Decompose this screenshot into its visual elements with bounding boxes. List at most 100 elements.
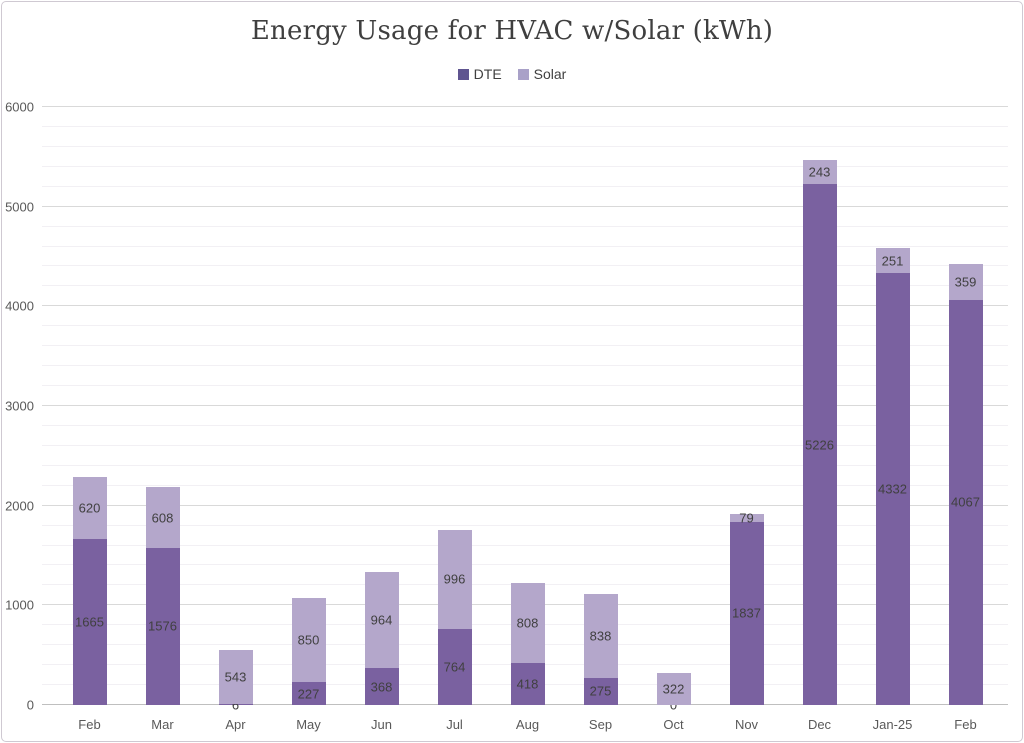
data-label-solar-aug: 808 <box>516 615 539 631</box>
minor-gridline <box>42 424 1008 426</box>
bar-segment-dte-may[interactable] <box>291 682 326 705</box>
minor-gridline <box>42 265 1008 267</box>
y-axis-labels: 0 1000 2000 3000 4000 5000 6000 <box>2 100 36 713</box>
data-label-dte-feb: 4067 <box>951 494 980 510</box>
bar-stack: 764 996 <box>437 107 472 705</box>
minor-gridline <box>42 125 1008 127</box>
bar-segment-dte-nov[interactable] <box>729 521 764 705</box>
bar-segment-dte-mar[interactable] <box>145 547 180 705</box>
y-tick-label: 4000 <box>5 298 34 314</box>
data-label-dte-jun: 368 <box>370 679 393 695</box>
bar-stack: 275 838 <box>583 107 618 705</box>
category-column-oct: 0 322 Oct <box>637 107 710 732</box>
minor-gridline <box>42 444 1008 446</box>
bar-segment-dte-dec[interactable] <box>802 184 837 705</box>
bar-segment-solar-mar[interactable] <box>145 487 180 548</box>
bar-segment-dte-jul[interactable] <box>437 628 472 705</box>
minor-gridline <box>42 564 1008 566</box>
category-column-mar: 1576 608 Mar <box>126 107 199 732</box>
legend-label-solar: Solar <box>533 66 567 82</box>
bar-segment-solar-jul[interactable] <box>437 529 472 629</box>
bar-stack: 1837 79 <box>729 107 764 705</box>
legend-item-solar[interactable]: Solar <box>517 66 567 82</box>
bar-segment-solar-jan-25[interactable] <box>875 248 910 274</box>
data-label-dte-nov: 1837 <box>732 605 761 621</box>
category-column-jan-25: 4332 251 Jan-25 <box>856 107 929 732</box>
data-label-dte-apr: 6 <box>231 697 240 713</box>
category-column-feb: 4067 359 Feb <box>929 107 1002 732</box>
category-column-jul: 764 996 Jul <box>418 107 491 732</box>
bar-segment-solar-aug[interactable] <box>510 582 545 664</box>
minor-gridline <box>42 165 1008 167</box>
category-column-aug: 418 808 Aug <box>491 107 564 732</box>
bar-segment-dte-feb[interactable] <box>72 539 107 705</box>
bars-area: 1665 620 Feb 1576 608 Mar 6 543 Apr 227 850 May 368 9… <box>53 107 1002 732</box>
data-label-dte-feb: 1665 <box>75 614 104 630</box>
minor-gridline <box>42 385 1008 387</box>
category-column-apr: 6 543 Apr <box>199 107 272 732</box>
legend-label-dte: DTE <box>473 66 502 82</box>
category-column-feb: 1665 620 Feb <box>53 107 126 732</box>
minor-gridline <box>42 185 1008 187</box>
x-tick-label-aug: Aug <box>515 717 540 732</box>
data-label-solar-dec: 243 <box>808 164 831 180</box>
data-label-dte-jul: 764 <box>443 659 466 675</box>
bar-segment-solar-oct[interactable] <box>656 672 691 705</box>
bar-stack: 6 543 <box>218 107 253 711</box>
minor-gridline <box>42 325 1008 327</box>
data-label-solar-mar: 608 <box>151 510 174 526</box>
y-tick-label: 3000 <box>5 398 34 414</box>
minor-gridline <box>42 464 1008 466</box>
bar-segment-solar-sep[interactable] <box>583 594 618 678</box>
x-tick-label-oct: Oct <box>663 717 684 732</box>
bar-stack: 1665 620 <box>72 107 107 705</box>
bar-segment-dte-apr[interactable] <box>218 704 253 705</box>
x-tick-label-may: May <box>296 717 321 732</box>
minor-gridline <box>42 524 1008 526</box>
chart-title: Energy Usage for HVAC w/Solar (kWh) <box>250 16 774 46</box>
bar-segment-solar-feb[interactable] <box>72 477 107 540</box>
data-label-solar-feb: 359 <box>954 274 977 290</box>
legend: DTE Solar <box>2 66 1022 82</box>
category-column-dec: 5226 243 Dec <box>783 107 856 732</box>
data-label-dte-mar: 1576 <box>148 618 177 634</box>
data-label-dte-sep: 275 <box>589 683 612 699</box>
bar-stack: 418 808 <box>510 107 545 705</box>
bar-segment-dte-feb[interactable] <box>948 299 983 705</box>
minor-gridline <box>42 544 1008 546</box>
bar-segment-solar-jun[interactable] <box>364 572 399 669</box>
data-label-solar-oct: 322 <box>662 681 685 697</box>
bar-segment-solar-may[interactable] <box>291 597 326 683</box>
legend-item-dte[interactable]: DTE <box>457 66 502 82</box>
bar-segment-solar-dec[interactable] <box>802 159 837 185</box>
category-column-jun: 368 964 Jun <box>345 107 418 732</box>
bar-segment-solar-nov[interactable] <box>729 514 764 522</box>
category-column-sep: 275 838 Sep <box>564 107 637 732</box>
bar-segment-dte-jun[interactable] <box>364 668 399 705</box>
minor-gridline <box>42 285 1008 287</box>
major-gridline <box>42 106 1008 107</box>
data-label-solar-jan-25: 251 <box>881 253 904 269</box>
plot-area: 0 1000 2000 3000 4000 5000 6000 1665 620 Feb 1576… <box>5 100 1008 732</box>
bar-stack: 4067 359 <box>948 107 983 705</box>
data-label-solar-jul: 996 <box>443 571 466 587</box>
dte-legend-swatch-icon <box>457 68 469 80</box>
bar-stack: 4332 251 <box>875 107 910 705</box>
bar-segment-dte-aug[interactable] <box>510 663 545 705</box>
y-tick-label: 6000 <box>5 99 34 115</box>
category-column-may: 227 850 May <box>272 107 345 732</box>
bar-segment-dte-jan-25[interactable] <box>875 273 910 705</box>
category-column-nov: 1837 79 Nov <box>710 107 783 732</box>
data-label-solar-sep: 838 <box>589 628 612 644</box>
minor-gridline <box>42 145 1008 147</box>
data-label-dte-may: 227 <box>297 686 320 702</box>
data-label-dte-jan-25: 4332 <box>878 481 907 497</box>
bar-segment-solar-apr[interactable] <box>218 650 253 705</box>
bar-stack: 227 850 <box>291 107 326 705</box>
solar-legend-swatch-icon <box>517 68 529 80</box>
bar-segment-solar-feb[interactable] <box>948 263 983 300</box>
bar-segment-dte-sep[interactable] <box>583 677 618 705</box>
x-tick-label-sep: Sep <box>588 717 613 732</box>
data-label-dte-dec: 5226 <box>805 437 834 453</box>
